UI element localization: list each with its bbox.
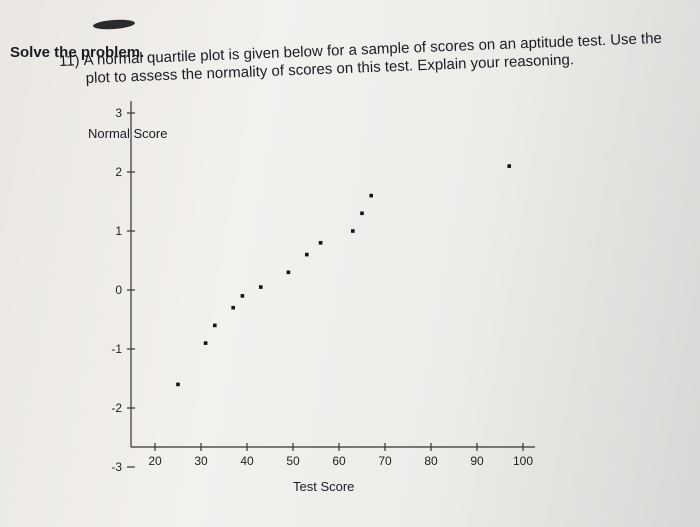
data-point <box>240 294 245 298</box>
y-tick-label: 2 <box>115 165 122 179</box>
data-point <box>213 323 217 328</box>
data-point <box>286 270 291 275</box>
data-point <box>305 252 309 257</box>
data-point <box>351 229 355 233</box>
x-tick-label: 70 <box>378 454 392 468</box>
data-point <box>259 285 263 289</box>
x-tick-label: 20 <box>148 454 162 468</box>
x-tick-label: 30 <box>194 454 208 468</box>
data-point <box>318 241 323 245</box>
y-tick-label: -2 <box>111 401 122 415</box>
x-tick-label: 50 <box>286 454 300 468</box>
problem-heading: Solve the problem. <box>10 44 145 61</box>
x-tick-label: 80 <box>424 454 438 468</box>
data-point <box>507 164 511 168</box>
y-tick-label: 1 <box>115 224 122 238</box>
x-tick-label: 40 <box>240 454 254 468</box>
data-point <box>360 211 364 216</box>
y-tick-label: 3 <box>115 106 122 120</box>
x-tick-label: 90 <box>470 454 484 468</box>
data-point <box>369 193 373 198</box>
y-tick-label: -1 <box>111 342 122 356</box>
data-point <box>203 341 208 345</box>
x-tick-label: 100 <box>513 454 533 468</box>
y-tick-label: -3 <box>111 460 122 474</box>
data-point <box>231 305 235 310</box>
x-tick-label: 60 <box>332 454 346 468</box>
data-point <box>176 382 180 387</box>
y-axis-label: Normal Score <box>88 126 168 141</box>
x-axis-label: Test Score <box>293 479 355 494</box>
y-tick-label: 0 <box>115 283 122 297</box>
